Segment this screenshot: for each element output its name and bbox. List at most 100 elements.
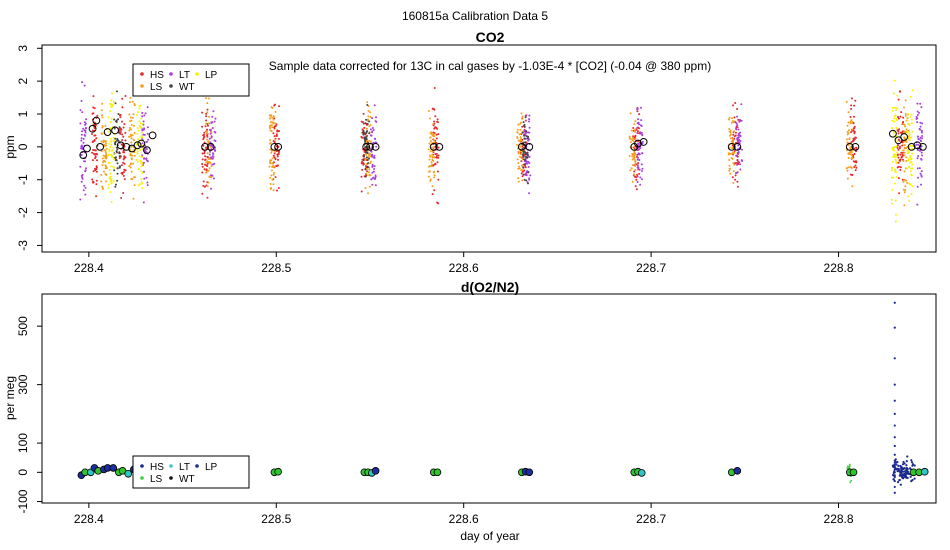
co2-point-lt [84, 126, 87, 129]
co2-point-lp [911, 144, 914, 147]
co2-point-ls [100, 180, 103, 183]
co2-point-hs [850, 107, 853, 110]
co2-point-ls [428, 142, 431, 145]
co2-point-lp [112, 152, 115, 155]
co2-point-lt [916, 185, 919, 188]
co2-point-hs [204, 158, 207, 161]
co2-y-axis-label: ppm [3, 135, 17, 158]
co2-point-hs [855, 166, 858, 169]
co2-point-hs [434, 162, 437, 165]
co2-point-ls [728, 164, 731, 167]
co2-point-wt [526, 153, 529, 156]
co2-point-ls [270, 169, 273, 172]
co2-point-ls [132, 162, 135, 165]
o2n2-panel: d(O2/N2) per meg day of year 228.4 228.5 2… [3, 279, 937, 543]
o2n2-point [903, 470, 906, 473]
co2-point-hs [433, 87, 436, 89]
o2n2-x-axis-label: day of year [460, 529, 519, 543]
co2-point-ls [851, 185, 854, 188]
o2n2-chart-title: d(O2/N2) [461, 279, 519, 295]
co2-point-lt [921, 154, 923, 157]
co2-point-hs [206, 165, 209, 168]
co2-point-lp [140, 117, 143, 120]
co2-point-hs [203, 133, 206, 136]
co2-mean-marker [733, 142, 742, 151]
co2-point-lt [209, 129, 212, 132]
co2-point-lt [80, 154, 83, 156]
co2-point-ls [104, 140, 107, 142]
o2n2-legend-label-lp: LP [205, 462, 218, 473]
co2-point-wt [116, 167, 119, 170]
co2-point-hs [736, 159, 739, 161]
co2-point-hs [203, 168, 206, 171]
co2-mean-marker [116, 141, 125, 150]
co2-point-lp [896, 94, 899, 97]
co2-point-lt [920, 183, 922, 186]
co2-point-ls [732, 170, 735, 173]
co2-point-lp [138, 120, 141, 123]
co2-point-lp [910, 167, 913, 170]
co2-point-ls [105, 153, 108, 155]
co2-point-lt [146, 184, 149, 187]
co2-point-lt [79, 198, 82, 201]
o2n2-legend: HS LT LP LS WT [132, 455, 250, 489]
co2-point-hs [91, 112, 94, 115]
co2-point-hs [899, 169, 902, 171]
co2-point-hs [124, 95, 127, 97]
co2-point-lt [916, 110, 919, 113]
co2-point-lt [371, 130, 374, 133]
co2-point-lt [84, 169, 87, 172]
co2-point-ls [903, 170, 906, 173]
co2-point-hs [734, 162, 737, 165]
co2-point-ls [427, 148, 430, 151]
co2-point-lp [890, 166, 893, 169]
co2-point-lt [636, 175, 639, 178]
co2-point-lp [109, 172, 112, 175]
co2-point-lt [735, 122, 738, 125]
co2-point-lp [911, 89, 914, 92]
co2-point-ls [728, 128, 731, 130]
co2-point-hs [736, 180, 739, 183]
co2-point-ls [367, 109, 370, 112]
co2-point-lt [142, 133, 145, 136]
co2-point-lt [83, 133, 86, 136]
co2-point-ls [129, 101, 131, 104]
co2-point-ls [205, 122, 208, 125]
co2-point-ls [849, 153, 852, 156]
co2-point-lt [524, 114, 527, 117]
co2-point-hs [203, 131, 206, 134]
co2-point-hs [206, 128, 209, 131]
co2-point-lt [375, 145, 378, 148]
co2-point-hs [204, 125, 207, 128]
co2-point-lt [81, 81, 83, 84]
co2-point-wt [368, 120, 371, 123]
co2-point-lp [140, 156, 143, 159]
co2-point-hs [278, 130, 281, 133]
co2-point-wt [522, 166, 525, 169]
co2-point-hs [91, 129, 94, 132]
co2-point-lt [146, 140, 148, 143]
co2-point-lt [373, 168, 376, 170]
co2-point-wt [113, 142, 116, 145]
co2-point-hs [437, 133, 440, 136]
co2-point-wt [115, 183, 117, 186]
co2-point-ls [630, 167, 633, 170]
co2-point-hs [896, 153, 899, 156]
co2-point-ls [129, 163, 132, 166]
co2-point-lt [637, 156, 639, 159]
co2-point-hs [95, 152, 98, 155]
co2-point-lt [638, 123, 640, 126]
co2-point-ls [851, 120, 854, 123]
co2-point-lp [895, 176, 898, 179]
co2-point-lt [374, 184, 377, 187]
co2-point-hs [637, 162, 640, 165]
co2-point-hs [431, 193, 434, 196]
co2-point-wt [114, 158, 117, 161]
o2n2-point [903, 467, 906, 470]
o2n2-point [905, 466, 908, 470]
co2-point-ls [848, 137, 851, 140]
co2-point-hs [436, 118, 439, 121]
co2-point-lt [736, 126, 739, 129]
co2-point-lt [83, 84, 86, 87]
co2-point-lt [146, 159, 149, 162]
